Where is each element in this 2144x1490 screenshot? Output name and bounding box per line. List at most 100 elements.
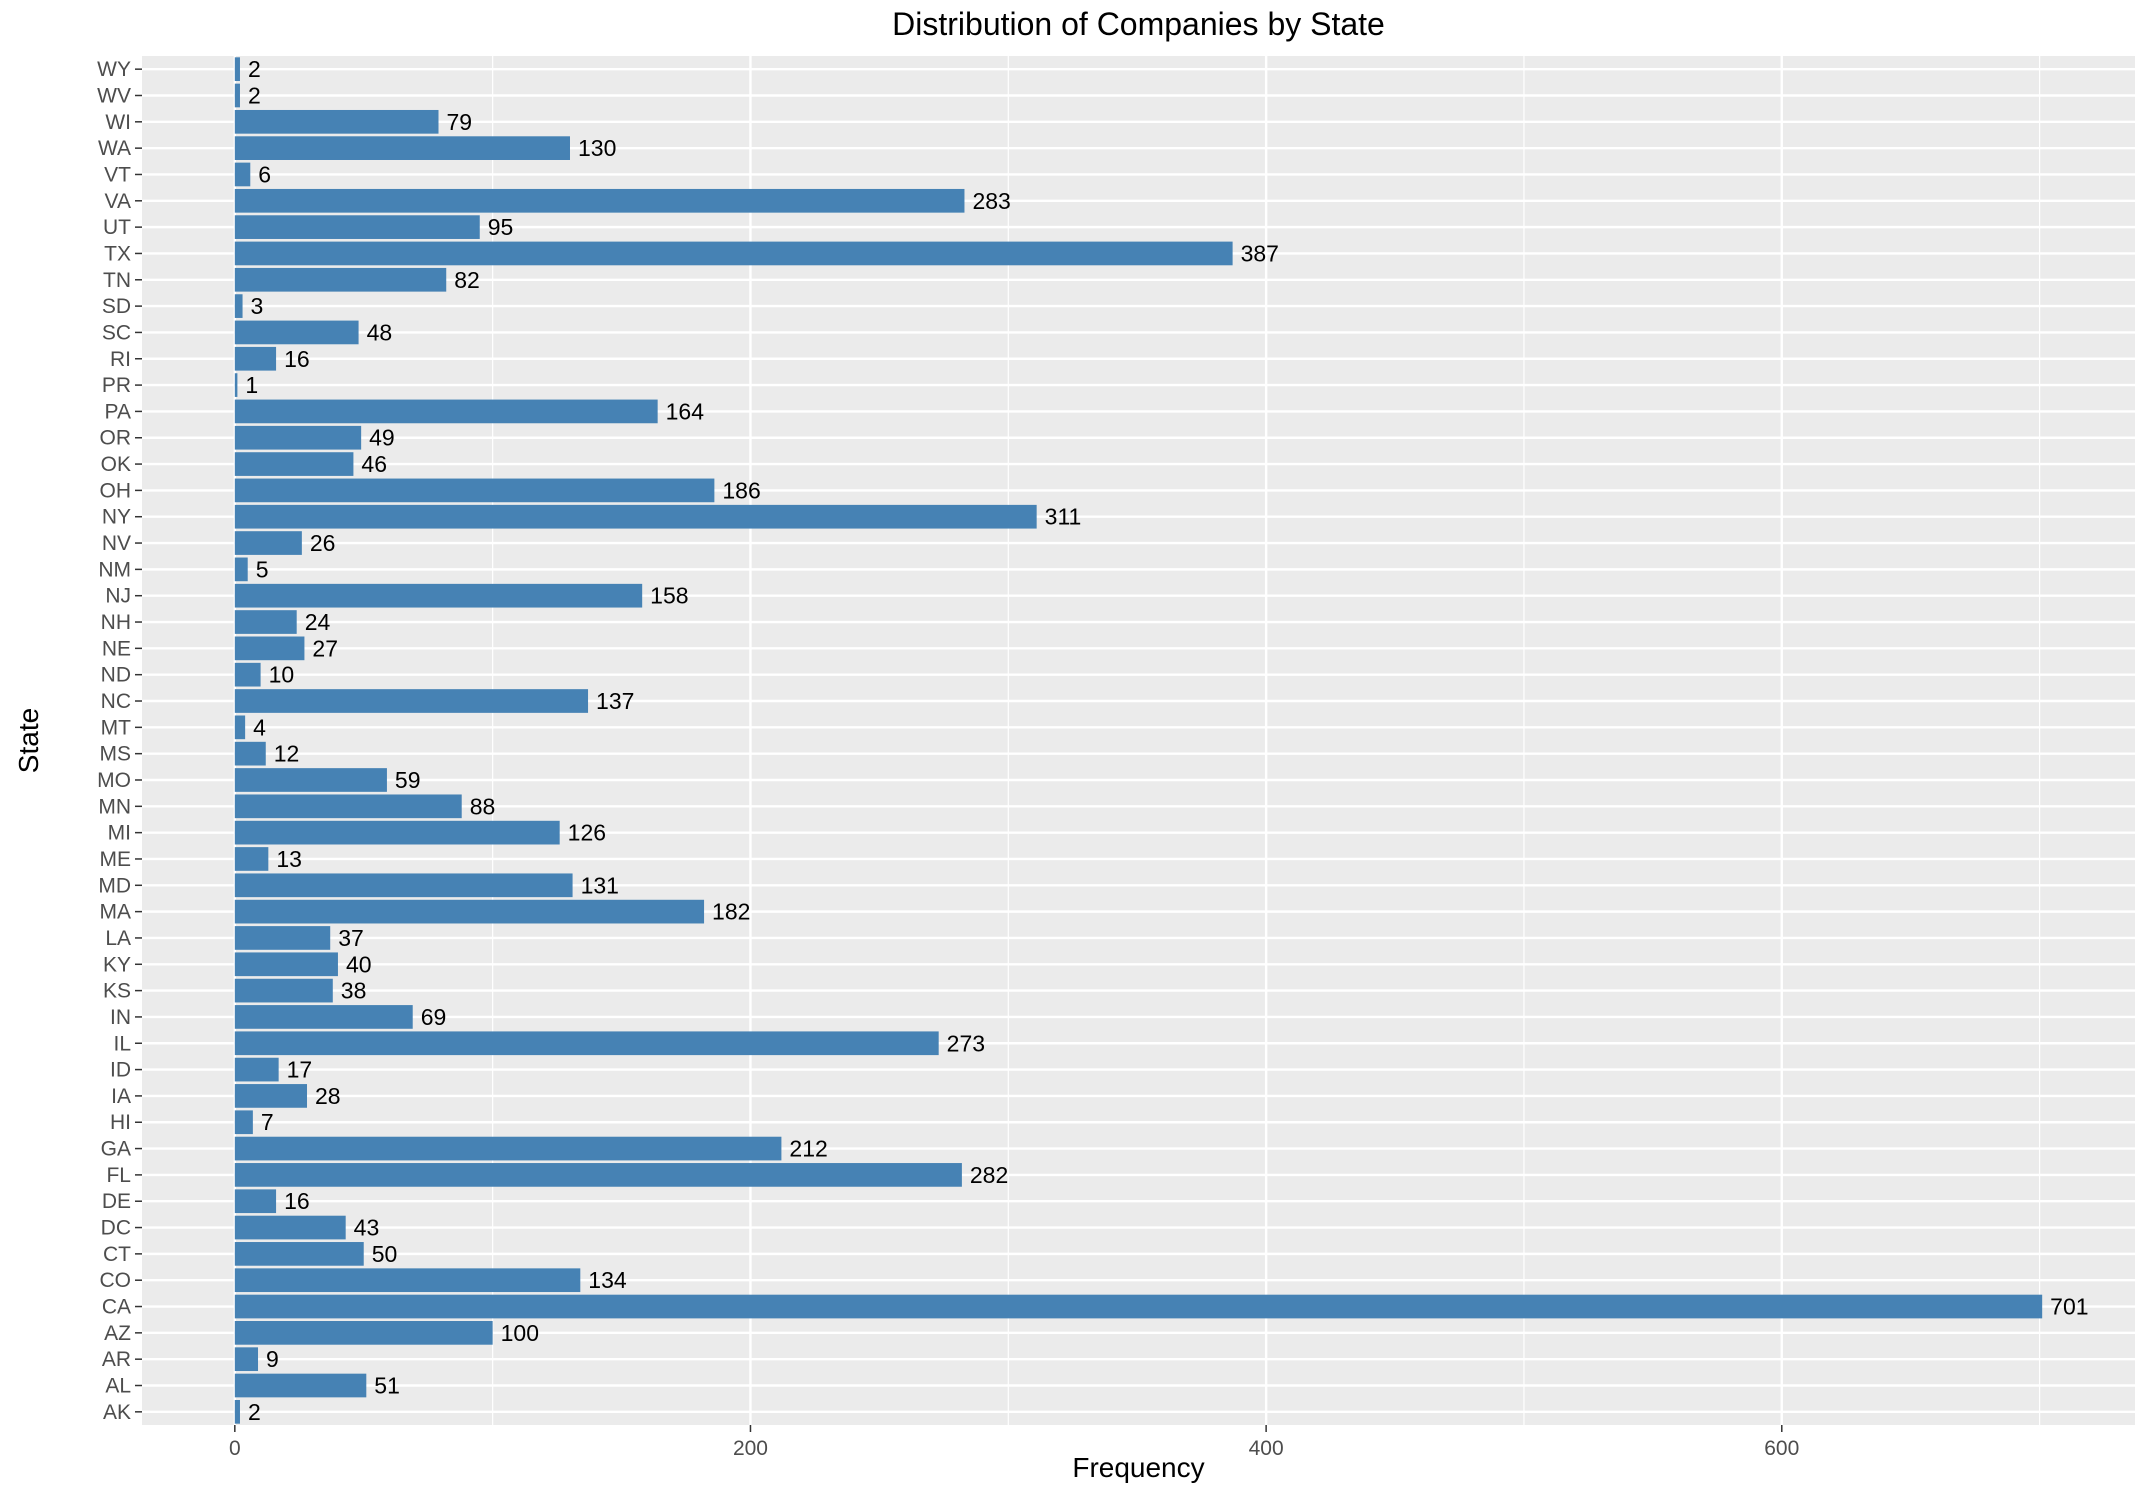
- bar: [234, 768, 387, 792]
- data-label: 6: [258, 161, 271, 187]
- data-label: 69: [421, 1004, 447, 1030]
- bar: [234, 873, 573, 898]
- data-label: 40: [346, 951, 372, 977]
- y-tick-label: NY: [102, 506, 131, 529]
- data-label: 38: [341, 978, 367, 1004]
- bar: [234, 1031, 939, 1056]
- y-tick-label: AZ: [104, 1322, 131, 1345]
- bar: [234, 1268, 581, 1293]
- bar: [234, 952, 338, 977]
- bars: [234, 57, 2043, 1424]
- bar: [234, 794, 462, 819]
- y-tick-label: UT: [103, 216, 131, 239]
- data-label: 186: [722, 477, 760, 503]
- y-axis-title: State: [13, 708, 44, 773]
- bar: [234, 504, 1037, 529]
- bar: [234, 899, 705, 924]
- data-label: 273: [947, 1030, 985, 1056]
- bar: [234, 1110, 253, 1135]
- data-label: 27: [312, 635, 338, 661]
- data-label: 50: [372, 1241, 398, 1267]
- data-label: 51: [374, 1373, 400, 1399]
- y-axis: AK AL AR AZ CA CO CT DC DE FL GA HI IA ID IL IN KS KY LA MA…: [97, 58, 142, 1424]
- data-label: 16: [284, 346, 310, 372]
- bar: [234, 689, 589, 713]
- data-labels: 2519100701134504316282212728172736938403…: [245, 56, 2088, 1425]
- bar: [234, 399, 658, 424]
- bar: [234, 83, 240, 108]
- bar: [234, 1005, 413, 1029]
- data-label: 9: [266, 1346, 279, 1372]
- x-axis: 0 200 400 600: [229, 1425, 1799, 1460]
- bar: [234, 1084, 308, 1108]
- y-tick-label: VA: [105, 190, 131, 213]
- bar: [234, 109, 439, 134]
- data-label: 130: [578, 135, 616, 161]
- data-label: 37: [338, 925, 364, 951]
- bar: [234, 162, 251, 187]
- bar: [234, 346, 277, 371]
- bar: [234, 478, 715, 503]
- data-label: 387: [1241, 240, 1279, 266]
- y-tick-label: PR: [102, 374, 131, 397]
- y-tick-label: NJ: [105, 585, 131, 608]
- bar: [234, 1057, 279, 1082]
- y-tick-label: NM: [98, 558, 131, 581]
- y-tick-label: DC: [101, 1217, 131, 1240]
- y-tick-label: NC: [101, 690, 131, 713]
- data-label: 134: [588, 1267, 627, 1293]
- y-tick-label: MD: [98, 874, 131, 897]
- data-label: 282: [970, 1162, 1008, 1188]
- data-label: 82: [454, 267, 480, 293]
- data-label: 2: [248, 56, 261, 82]
- bar: [234, 662, 261, 687]
- data-label: 12: [274, 741, 300, 767]
- bar: [234, 978, 333, 1003]
- y-tick-label: HI: [110, 1111, 131, 1134]
- y-tick-label: ND: [101, 664, 131, 687]
- bar: [234, 452, 354, 476]
- data-label: 212: [789, 1136, 827, 1162]
- y-tick-label: KY: [103, 953, 131, 976]
- data-label: 2: [248, 1399, 261, 1425]
- bar: [234, 1399, 240, 1424]
- data-label: 26: [310, 530, 336, 556]
- bar: [234, 425, 362, 450]
- data-label: 28: [315, 1083, 341, 1109]
- data-label: 5: [256, 556, 269, 582]
- bar: [234, 320, 359, 345]
- y-tick-label: CO: [100, 1269, 132, 1292]
- y-tick-label: RI: [110, 348, 131, 371]
- y-tick-label: CT: [103, 1243, 131, 1266]
- y-tick-label: DE: [102, 1190, 131, 1213]
- data-label: 137: [596, 688, 634, 714]
- y-tick-label: KS: [103, 980, 131, 1003]
- bar: [234, 1373, 367, 1398]
- y-tick-label: SD: [102, 295, 131, 318]
- y-tick-label: MI: [108, 822, 131, 845]
- x-tick-label: 400: [1249, 1437, 1284, 1460]
- bar: [234, 1321, 493, 1345]
- data-label: 158: [650, 583, 688, 609]
- y-tick-label: TX: [104, 242, 131, 265]
- y-tick-label: NH: [101, 611, 131, 634]
- data-label: 131: [581, 872, 619, 898]
- y-tick-label: MN: [98, 795, 131, 818]
- data-label: 100: [501, 1320, 539, 1346]
- y-tick-label: MA: [100, 901, 132, 924]
- y-tick-label: CA: [102, 1296, 131, 1319]
- y-tick-label: WV: [97, 84, 131, 107]
- y-tick-label: OK: [101, 453, 131, 476]
- y-tick-label: GA: [101, 1138, 131, 1161]
- y-tick-label: OH: [100, 479, 132, 502]
- data-label: 3: [251, 293, 264, 319]
- data-label: 88: [470, 793, 496, 819]
- y-tick-label: LA: [105, 927, 131, 950]
- y-tick-label: AL: [105, 1375, 131, 1398]
- data-label: 4: [253, 714, 266, 740]
- data-label: 1: [245, 372, 258, 398]
- bar: [234, 610, 297, 634]
- y-tick-label: SC: [102, 321, 131, 344]
- y-tick-label: WI: [105, 111, 131, 134]
